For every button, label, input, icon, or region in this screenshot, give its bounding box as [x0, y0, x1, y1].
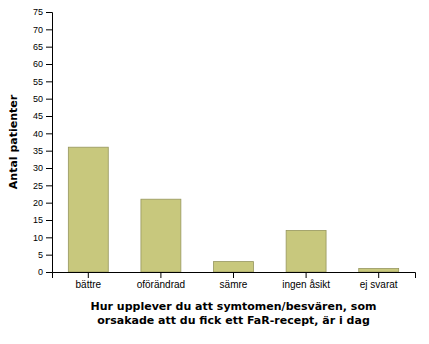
x-axis-line [53, 273, 416, 279]
y-tick-mark [46, 29, 52, 30]
x-tick-label: ej svarat [360, 279, 398, 290]
y-tick-mark [46, 47, 52, 48]
x-tick: ingen åsikt [282, 272, 330, 290]
y-tick-label: 5 [38, 250, 43, 260]
y-tick-label: 65 [33, 42, 43, 52]
y-tick-mark [46, 116, 52, 117]
chart: bättre oförändrad sämre ingen åsikt ej svara… [0, 0, 429, 344]
y-tick: 10 [33, 233, 52, 243]
y-tick: 15 [33, 215, 52, 225]
x-tick-mark [88, 272, 89, 278]
y-tick-mark [46, 168, 52, 169]
y-tick-label: 35 [33, 146, 43, 156]
y-tick: 35 [33, 146, 52, 156]
y-tick: 50 [33, 94, 52, 104]
y-tick-mark [46, 237, 52, 238]
bars [68, 147, 398, 272]
y-tick-mark [46, 12, 52, 13]
y-tick: 45 [33, 111, 52, 121]
y-tick-mark [46, 133, 52, 134]
y-tick-label: 55 [33, 77, 43, 87]
bar [68, 147, 108, 272]
x-tick-mark [306, 272, 307, 278]
bar [286, 230, 326, 272]
y-tick: 30 [33, 163, 52, 173]
y-tick: 70 [33, 25, 52, 35]
x-tick-label: sämre [220, 279, 248, 290]
y-tick-label: 30 [33, 163, 43, 173]
y-tick-mark [46, 185, 52, 186]
y-axis-title: Antal patienter [7, 94, 20, 189]
y-tick: 55 [33, 77, 52, 87]
y-tick-mark [46, 81, 52, 82]
y-tick-mark [46, 255, 52, 256]
y-tick: 40 [33, 129, 52, 139]
y-tick-label: 40 [33, 129, 43, 139]
y-tick: 20 [33, 198, 52, 208]
y-tick: 60 [33, 59, 52, 69]
y-tick: 25 [33, 181, 52, 191]
y-tick-label: 45 [33, 111, 43, 121]
bar [359, 269, 399, 272]
x-tick-label: oförändrad [137, 279, 185, 290]
x-tick: ej svarat [360, 272, 398, 290]
x-tick: oförändrad [137, 272, 185, 290]
y-tick-label: 15 [33, 215, 43, 225]
x-tick-label: bättre [76, 279, 102, 290]
y-tick-label: 50 [33, 94, 43, 104]
y-tick-label: 0 [38, 267, 43, 277]
x-tick-mark [160, 272, 161, 278]
x-tick-mark [233, 272, 234, 278]
x-tick-label: ingen åsikt [282, 279, 330, 290]
y-tick-mark [46, 64, 52, 65]
y-tick-label: 60 [33, 59, 43, 69]
y-tick-label: 25 [33, 181, 43, 191]
y-tick-label: 20 [33, 198, 43, 208]
plot: bättre oförändrad sämre ingen åsikt ej svara… [33, 7, 416, 290]
y-tick: 0 [38, 267, 52, 277]
x-axis-title: Hur upplever du att symtomen/besvären, s… [91, 300, 377, 327]
y-axis: 0 5 10 15 20 25 30 35 40 45 50 55 60 65 70 75 [33, 7, 53, 277]
y-tick-label: 70 [33, 25, 43, 35]
y-axis-line [46, 13, 53, 273]
x-axis-title-line: orsakade att du fick ett FaR-recept, är … [97, 314, 370, 327]
x-axis-title-line: Hur upplever du att symtomen/besvären, s… [91, 300, 377, 313]
y-tick: 65 [33, 42, 52, 52]
y-tick: 75 [33, 7, 52, 17]
x-tick: bättre [76, 272, 102, 290]
y-tick-mark [46, 99, 52, 100]
y-tick-mark [46, 151, 52, 152]
x-tick: sämre [220, 272, 248, 290]
y-tick-mark [46, 272, 52, 273]
bar [141, 199, 181, 272]
y-tick-label: 75 [33, 7, 43, 17]
y-tick-mark [46, 220, 52, 221]
x-axis: bättre oförändrad sämre ingen åsikt ej svara… [53, 272, 416, 290]
y-tick: 5 [38, 250, 52, 260]
y-tick-mark [46, 203, 52, 204]
x-tick-mark [378, 272, 379, 278]
y-tick-label: 10 [33, 233, 43, 243]
bar [214, 262, 254, 272]
